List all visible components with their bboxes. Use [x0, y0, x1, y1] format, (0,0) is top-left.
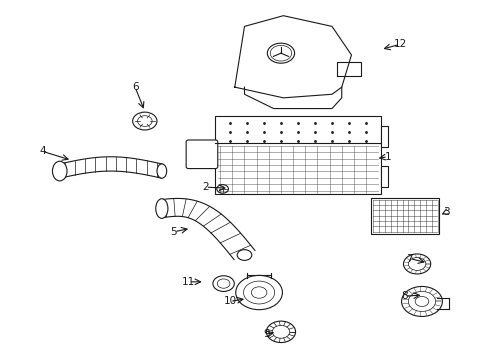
Polygon shape	[244, 87, 341, 109]
Circle shape	[403, 254, 430, 274]
Text: 6: 6	[132, 82, 138, 92]
Text: 4: 4	[40, 147, 46, 157]
FancyBboxPatch shape	[186, 140, 217, 168]
Circle shape	[272, 325, 289, 338]
Ellipse shape	[237, 249, 251, 260]
Bar	[380, 126, 387, 147]
Polygon shape	[234, 16, 351, 98]
Bar	[380, 166, 387, 187]
Bar	[215, 116, 380, 194]
Text: 8: 8	[401, 291, 407, 301]
Polygon shape	[336, 62, 361, 76]
Circle shape	[407, 292, 435, 311]
Circle shape	[132, 112, 157, 130]
Text: 9: 9	[263, 329, 269, 339]
Circle shape	[137, 116, 152, 126]
Circle shape	[243, 281, 274, 304]
Circle shape	[212, 276, 234, 292]
Text: 2: 2	[202, 182, 208, 192]
Circle shape	[216, 185, 228, 193]
Circle shape	[270, 45, 291, 61]
Text: 3: 3	[442, 207, 448, 217]
Text: 11: 11	[182, 277, 195, 287]
Circle shape	[251, 287, 266, 298]
Text: 12: 12	[393, 39, 406, 49]
Bar	[370, 198, 438, 234]
Ellipse shape	[52, 161, 67, 181]
Text: 7: 7	[406, 253, 412, 264]
Circle shape	[235, 275, 282, 310]
Ellipse shape	[156, 199, 167, 219]
Circle shape	[266, 321, 295, 342]
Circle shape	[217, 279, 229, 288]
Circle shape	[414, 296, 428, 306]
Text: 1: 1	[384, 152, 390, 162]
Circle shape	[267, 43, 294, 63]
Text: 5: 5	[170, 227, 177, 237]
Text: 10: 10	[223, 296, 236, 306]
Circle shape	[401, 287, 442, 316]
Ellipse shape	[157, 164, 166, 178]
Circle shape	[407, 257, 425, 270]
